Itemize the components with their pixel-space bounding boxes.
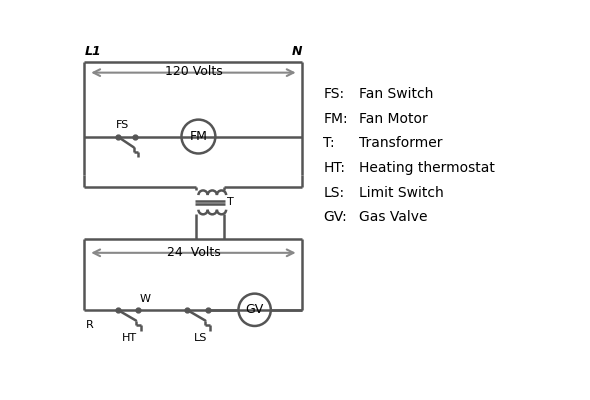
Text: Heating thermostat: Heating thermostat — [359, 161, 494, 175]
Text: R: R — [86, 320, 94, 330]
Text: HT:: HT: — [323, 161, 345, 175]
Text: N: N — [292, 45, 302, 58]
Text: L1: L1 — [84, 45, 101, 58]
Text: Fan Motor: Fan Motor — [359, 112, 427, 126]
Text: W: W — [140, 294, 151, 304]
Text: Transformer: Transformer — [359, 136, 442, 150]
Text: GV:: GV: — [323, 210, 347, 224]
Text: 24  Volts: 24 Volts — [166, 246, 220, 258]
Text: T: T — [227, 197, 234, 207]
Text: LS: LS — [194, 333, 206, 343]
Text: FS: FS — [116, 120, 129, 130]
Text: 120 Volts: 120 Volts — [165, 65, 222, 78]
Text: LS:: LS: — [323, 186, 345, 200]
Text: HT: HT — [122, 333, 137, 343]
Text: Gas Valve: Gas Valve — [359, 210, 427, 224]
Text: Fan Switch: Fan Switch — [359, 87, 433, 101]
Text: T:: T: — [323, 136, 335, 150]
Text: FM: FM — [189, 130, 207, 143]
Text: GV: GV — [245, 303, 264, 316]
Text: Limit Switch: Limit Switch — [359, 186, 443, 200]
Text: FS:: FS: — [323, 87, 345, 101]
Text: FM:: FM: — [323, 112, 348, 126]
